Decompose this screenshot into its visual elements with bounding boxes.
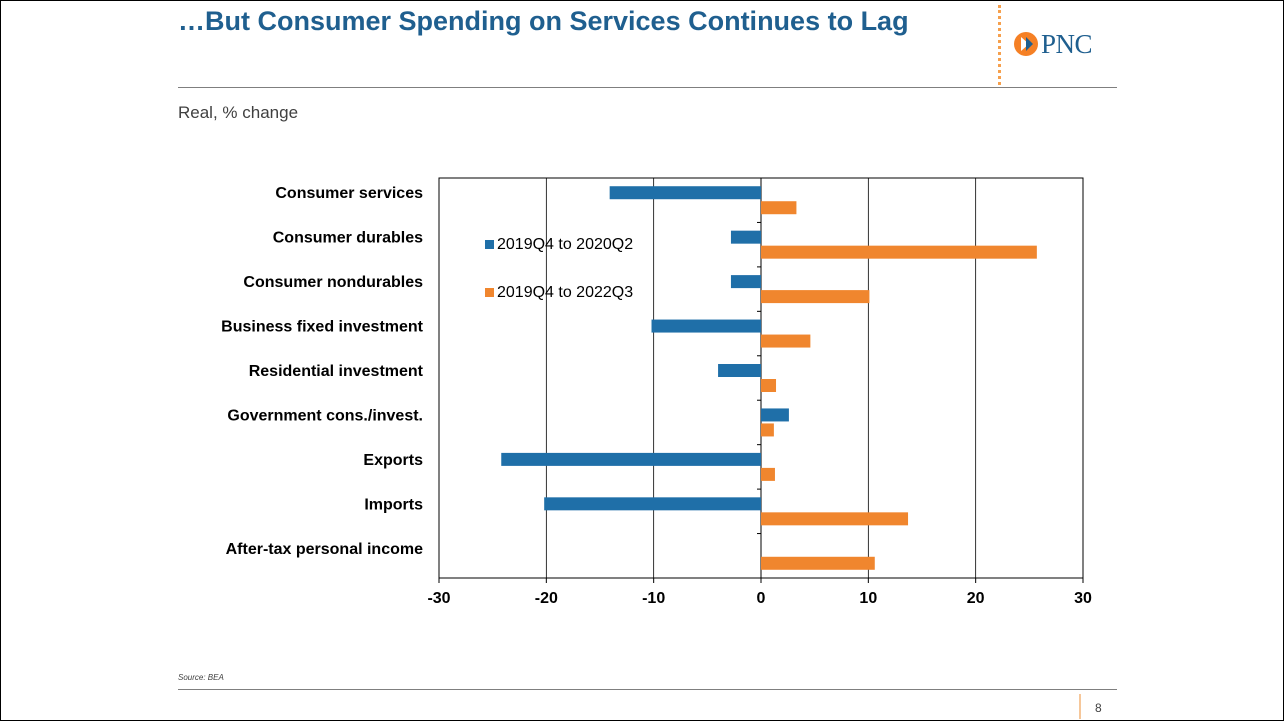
category-label: Consumer nondurables xyxy=(243,274,423,291)
bar-1 xyxy=(761,408,789,422)
bar-1 xyxy=(718,364,761,377)
bar-2 xyxy=(761,512,909,526)
category-label: After-tax personal income xyxy=(226,541,423,558)
bar-2 xyxy=(761,201,797,215)
bar-1 xyxy=(730,275,761,289)
legend-label-2: 2019Q4 to 2022Q3 xyxy=(497,284,633,301)
page-number-bar xyxy=(1079,694,1081,719)
title-divider-dotted xyxy=(998,5,1001,85)
bar-2 xyxy=(761,423,774,437)
bar-1 xyxy=(730,230,761,244)
chart-subtitle: Real, % change xyxy=(178,103,299,122)
page-number: 8 xyxy=(1095,701,1102,715)
x-tick-label: 10 xyxy=(859,590,877,607)
x-tick-label: 20 xyxy=(967,590,985,607)
source-note: Source: BEA xyxy=(178,673,224,682)
bar-2 xyxy=(761,379,777,392)
category-label: Imports xyxy=(364,496,423,513)
legend-swatch-2 xyxy=(485,288,494,297)
x-tick-label: -30 xyxy=(427,590,450,607)
bar-2 xyxy=(761,467,775,481)
category-label: Business fixed investment xyxy=(221,319,424,336)
category-label: Government cons./invest. xyxy=(227,407,423,424)
footer-rule xyxy=(178,689,1117,690)
bar-1 xyxy=(501,452,761,466)
slide-title: …But Consumer Spending on Services Conti… xyxy=(178,6,909,36)
x-tick-label: -10 xyxy=(642,590,665,607)
bar-1 xyxy=(651,319,761,333)
bar-1 xyxy=(609,186,761,200)
x-tick-label: 0 xyxy=(757,590,766,607)
category-label: Residential investment xyxy=(249,363,424,380)
pnc-logo: PNC xyxy=(1013,28,1093,60)
bar-2 xyxy=(761,290,870,304)
category-label: Exports xyxy=(363,452,423,469)
bar-2 xyxy=(761,556,875,570)
bar-1 xyxy=(544,497,761,511)
title-rule xyxy=(178,87,1117,88)
x-tick-label: 30 xyxy=(1074,590,1092,607)
bar-chart: -30 -20 -10 0 10 20 30 Consumer services Consume… xyxy=(221,177,1092,607)
category-label: Consumer services xyxy=(275,185,423,202)
pnc-logo-icon xyxy=(1014,32,1038,56)
legend-swatch-1 xyxy=(485,240,494,249)
pnc-logo-text: PNC xyxy=(1041,28,1093,59)
category-label: Consumer durables xyxy=(273,230,423,247)
x-tick-label: -20 xyxy=(535,590,558,607)
bar-2 xyxy=(761,245,1037,259)
bar-2 xyxy=(761,334,811,348)
legend-label-1: 2019Q4 to 2020Q2 xyxy=(497,236,633,253)
